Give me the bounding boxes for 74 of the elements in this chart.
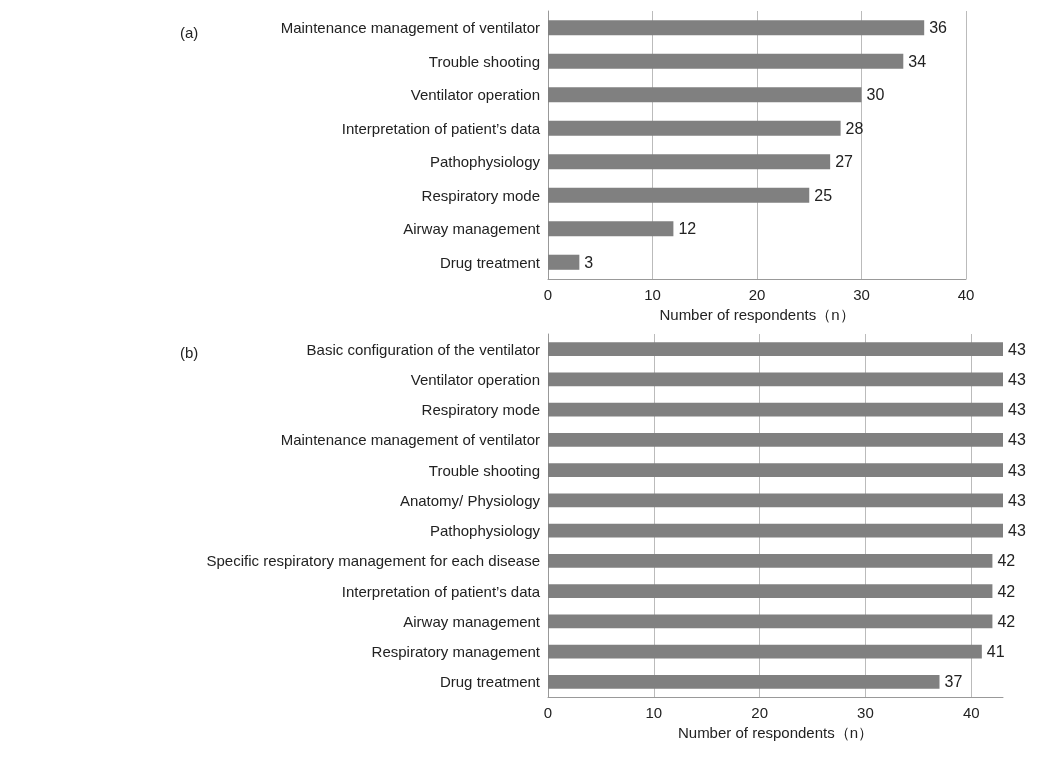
- y-tick-label: Respiratory mode: [421, 401, 540, 419]
- data-label: 43: [1008, 401, 1026, 419]
- bar: [548, 584, 993, 598]
- bar: [548, 644, 982, 659]
- y-tick-label: Respiratory mode: [421, 186, 540, 204]
- bar: [548, 675, 940, 689]
- bar: [548, 20, 925, 36]
- bar: [548, 402, 1003, 417]
- data-label: 43: [1008, 340, 1026, 358]
- bar: [548, 120, 841, 136]
- y-tick-label: Maintenance management of ventilator: [280, 19, 540, 37]
- bar: [548, 433, 1003, 447]
- x-tick-label: 10: [644, 286, 661, 303]
- y-tick-label: Maintenance management of ventilator: [280, 431, 540, 449]
- y-tick-label: Ventilator operation: [410, 86, 540, 104]
- x-axis-title: Number of respondents（n）: [659, 306, 855, 323]
- data-label: 43: [1008, 431, 1026, 449]
- y-tick-label: Specific respiratory management for each disease: [206, 552, 540, 570]
- text: (b): [180, 344, 199, 361]
- bar: [548, 614, 993, 629]
- data-label: 41: [986, 643, 1005, 661]
- data-label: 3: [584, 253, 594, 271]
- data-label: 42: [997, 612, 1016, 630]
- data-label: 12: [678, 220, 697, 238]
- y-tick-label: Basic configuration of the ventilator: [306, 340, 540, 358]
- x-tick-label: 30: [853, 286, 870, 303]
- x-tick-label: 20: [751, 704, 768, 721]
- data-label: 43: [1008, 491, 1026, 509]
- y-tick-label: Trouble shooting: [428, 461, 540, 479]
- y-tick-label: Drug treatment: [439, 253, 541, 271]
- data-label: 25: [814, 186, 833, 204]
- bar: [548, 342, 1003, 356]
- data-label: 43: [1008, 370, 1026, 388]
- y-tick-label: Trouble shooting: [428, 52, 540, 70]
- data-label: 42: [997, 552, 1016, 570]
- bar: [548, 53, 904, 69]
- bar: [548, 87, 862, 103]
- data-label: 43: [1008, 461, 1026, 479]
- data-label: 43: [1008, 522, 1026, 540]
- bar: [548, 154, 831, 170]
- data-label: 30: [866, 86, 885, 104]
- y-tick-label: Airway management: [403, 220, 541, 238]
- x-tick-label: 40: [957, 286, 975, 303]
- y-tick-label: Ventilator operation: [410, 370, 540, 388]
- x-tick-label: 0: [543, 704, 553, 721]
- bar: [548, 254, 580, 270]
- bar: [548, 554, 993, 568]
- data-label: 36: [929, 19, 948, 37]
- x-tick-label: 10: [645, 704, 663, 721]
- bar: [548, 523, 1003, 538]
- x-tick-label: 20: [748, 286, 766, 303]
- y-tick-label: Pathophysiology: [429, 522, 541, 540]
- y-tick-label: Respiratory management: [371, 643, 541, 661]
- y-tick-label: Airway management: [403, 612, 541, 630]
- data-label: 42: [997, 582, 1016, 600]
- data-label: 37: [944, 673, 963, 691]
- data-label: 28: [845, 119, 864, 137]
- data-label: 34: [908, 52, 927, 70]
- x-tick-label: 40: [962, 704, 980, 721]
- bar: [548, 372, 1003, 387]
- x-tick-label: 30: [857, 704, 874, 721]
- text: (a): [180, 24, 199, 41]
- y-tick-label: Pathophysiology: [429, 153, 541, 171]
- data-label: 27: [835, 153, 854, 171]
- y-tick-label: Interpretation of patient’s data: [341, 119, 541, 137]
- x-axis-title: Number of respondents（n）: [677, 724, 874, 741]
- x-tick-label: 0: [543, 286, 553, 303]
- bar: [548, 463, 1003, 477]
- y-tick-label: Drug treatment: [439, 673, 541, 691]
- bar: [548, 493, 1003, 508]
- y-tick-label: Anatomy/ Physiology: [399, 491, 541, 509]
- y-tick-label: Interpretation of patient’s data: [341, 582, 541, 600]
- bar: [548, 221, 674, 237]
- bar: [548, 187, 810, 203]
